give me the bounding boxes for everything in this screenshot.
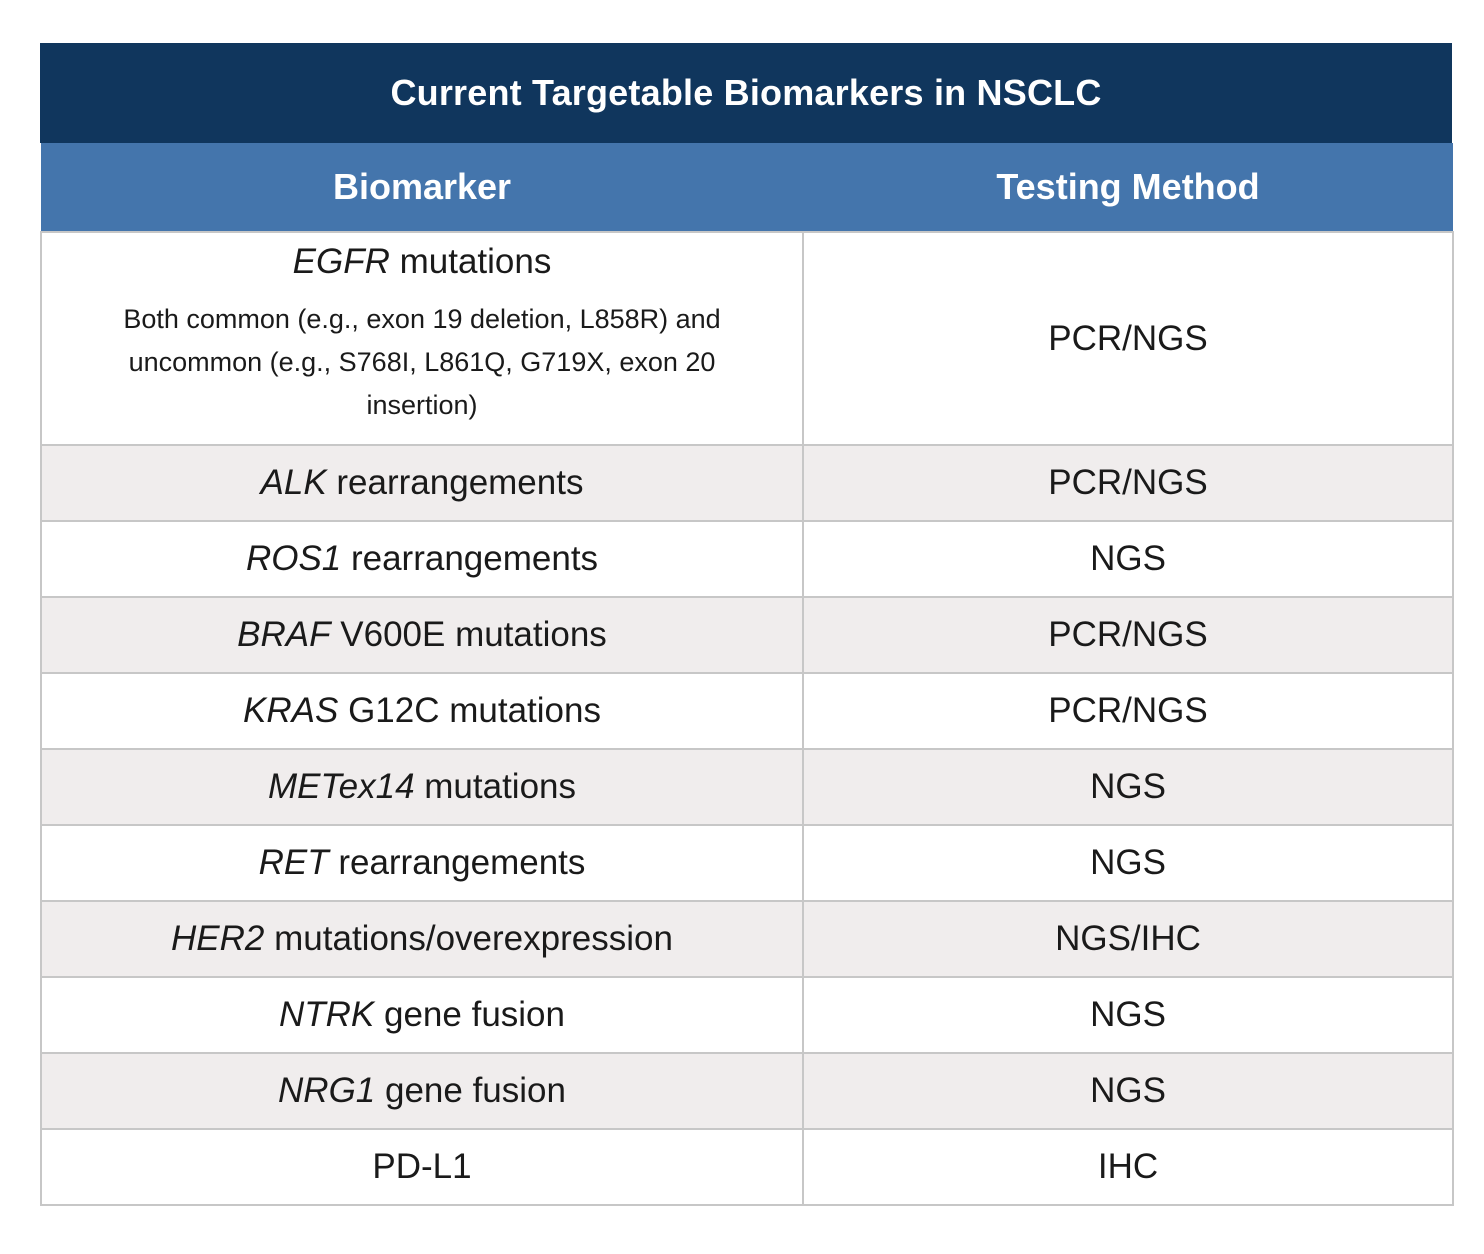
testing-method-cell: NGS: [802, 748, 1454, 826]
biomarker-note: Both common (e.g., exon 19 deletion, L85…: [123, 304, 721, 420]
biomarker-cell: METex14 mutations: [40, 748, 804, 826]
table-row: NRG1 gene fusion NGS: [40, 1052, 1454, 1130]
testing-method-cell: NGS: [802, 824, 1454, 902]
table-row: RET rearrangements NGS: [40, 824, 1454, 902]
gene-name: BRAF: [237, 615, 331, 654]
testing-method-cell: PCR/NGS: [802, 444, 1454, 522]
biomarker-cell: NTRK gene fusion: [40, 976, 804, 1054]
testing-method-cell: PCR/NGS: [802, 672, 1454, 750]
biomarker-description: mutations: [389, 242, 552, 281]
biomarker-description: PD-L1: [372, 1147, 472, 1186]
table-row: BRAF V600E mutations PCR/NGS: [40, 596, 1454, 674]
testing-method-cell: NGS: [802, 1052, 1454, 1130]
gene-name: RET: [258, 843, 329, 882]
header-testing-method: Testing Method: [803, 143, 1453, 232]
testing-method-cell: PCR/NGS: [802, 231, 1454, 446]
biomarker-description: mutations/overexpression: [264, 919, 673, 958]
gene-name: NRG1: [278, 1071, 376, 1110]
biomarker-cell: ROS1 rearrangements: [40, 520, 804, 598]
gene-name: KRAS: [243, 691, 339, 730]
header-biomarker: Biomarker: [41, 143, 803, 232]
table-row: PD-L1 IHC: [40, 1128, 1454, 1206]
biomarker-description: mutations: [414, 767, 577, 806]
table-row: METex14 mutations NGS: [40, 748, 1454, 826]
testing-method-cell: NGS/IHC: [802, 900, 1454, 978]
biomarker-cell: PD-L1: [40, 1128, 804, 1206]
table-title: Current Targetable Biomarkers in NSCLC: [40, 43, 1452, 143]
testing-method-cell: IHC: [802, 1128, 1454, 1206]
biomarker-cell: RET rearrangements: [40, 824, 804, 902]
biomarker-description: gene fusion: [374, 995, 565, 1034]
table-row: ROS1 rearrangements NGS: [40, 520, 1454, 598]
biomarker-description: gene fusion: [375, 1071, 566, 1110]
biomarker-cell: KRAS G12C mutations: [40, 672, 804, 750]
gene-name: METex14: [267, 767, 415, 806]
gene-name: ALK: [260, 463, 327, 502]
biomarker-grid: Biomarker Testing Method EGFR mutations …: [40, 143, 1454, 1206]
biomarker-description: V600E mutations: [330, 615, 607, 654]
biomarker-cell: EGFR mutations Both common (e.g., exon 1…: [40, 231, 804, 446]
testing-method-cell: NGS: [802, 520, 1454, 598]
biomarker-label: EGFR mutations: [42, 242, 802, 282]
table-row: EGFR mutations Both common (e.g., exon 1…: [40, 231, 1454, 446]
biomarker-description: rearrangements: [326, 463, 584, 502]
table-row: NTRK gene fusion NGS: [40, 976, 1454, 1054]
table-row: HER2 mutations/overexpression NGS/IHC: [40, 900, 1454, 978]
biomarker-cell: BRAF V600E mutations: [40, 596, 804, 674]
biomarker-cell: NRG1 gene fusion: [40, 1052, 804, 1130]
testing-method-cell: PCR/NGS: [802, 596, 1454, 674]
biomarker-description: rearrangements: [341, 539, 599, 578]
biomarker-cell: ALK rearrangements: [40, 444, 804, 522]
biomarker-table: Current Targetable Biomarkers in NSCLC B…: [40, 43, 1454, 1206]
biomarker-cell: HER2 mutations/overexpression: [40, 900, 804, 978]
gene-name: EGFR: [292, 242, 390, 281]
gene-name: ROS1: [245, 539, 342, 578]
header-row: Biomarker Testing Method: [41, 143, 1453, 232]
biomarker-description: G12C mutations: [338, 691, 601, 730]
table-row: ALK rearrangements PCR/NGS: [40, 444, 1454, 522]
table-row: KRAS G12C mutations PCR/NGS: [40, 672, 1454, 750]
biomarker-description: rearrangements: [328, 843, 586, 882]
testing-method-cell: NGS: [802, 976, 1454, 1054]
gene-name: HER2: [171, 919, 265, 958]
gene-name: NTRK: [279, 995, 375, 1034]
